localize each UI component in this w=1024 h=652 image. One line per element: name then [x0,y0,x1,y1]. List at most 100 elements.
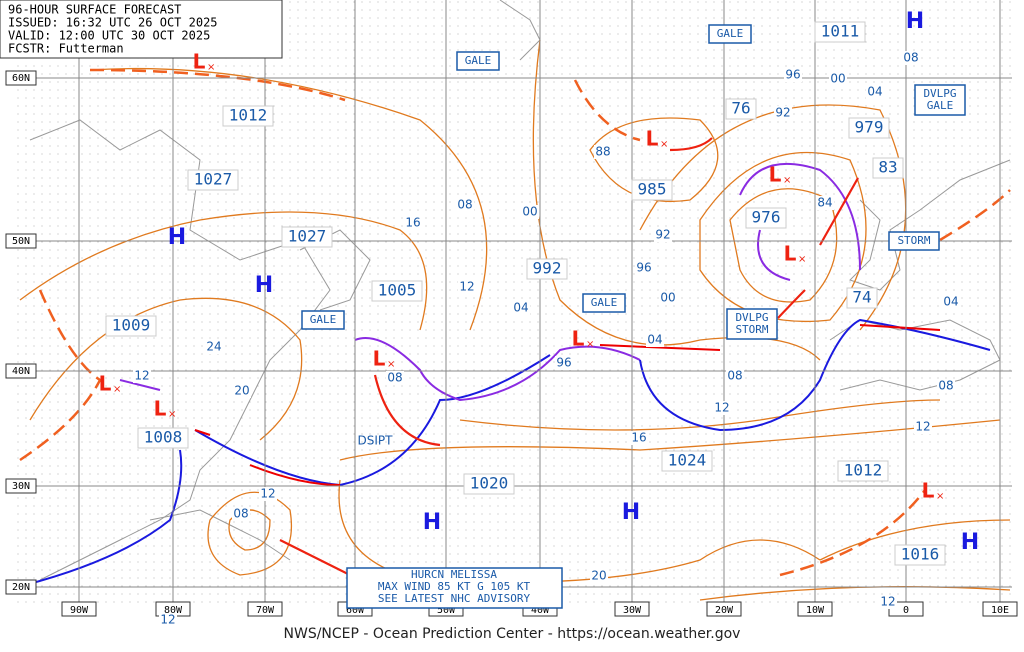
pressure-label: 1012 [229,106,268,125]
isobar-label-bg [233,384,251,398]
lon-label: 20W [715,605,734,616]
lat-label: 50N [12,236,30,247]
lon-label: 30W [623,605,642,616]
pressure-box [848,117,890,139]
pressure-label: 1011 [821,22,860,41]
isobar-label: 12 [134,369,149,383]
lon-label: 70W [256,605,275,616]
header-line: VALID: 12:00 UTC 30 OCT 2025 [8,29,210,43]
low-x: × [387,359,395,370]
isobar-label-bg [630,431,648,445]
isobar-label-bg [784,68,802,82]
hurricane-text: HURCN MELISSA [411,568,497,581]
pressure-box [661,450,713,472]
pressure-box [725,98,757,120]
pressure-label: 1027 [194,170,233,189]
lon-label: 0 [903,605,909,616]
lat-label-box [5,363,37,379]
pressure-label: 976 [752,208,781,227]
lat-label-box [5,233,37,249]
isobar-label: 92 [655,228,670,242]
lon-label: 90W [70,605,89,616]
high-center: H [906,9,924,34]
warning-text: GALE [717,27,744,40]
isobar-label: 16 [631,431,646,445]
lon-label: 10E [991,605,1009,616]
isobar-label: 16 [405,216,420,230]
isobar-label: 08 [233,507,248,521]
isobar-label-bg [816,196,834,210]
pressure-box [872,157,904,179]
isobar-label: 08 [457,198,472,212]
isobar-label-bg [654,228,672,242]
warning-box [582,293,626,313]
high-center: H [255,273,273,298]
isobar-label-bg [133,369,151,383]
pressure-label: 1008 [144,428,183,447]
warning-text: DVLPG [923,87,956,100]
low-x: × [113,384,121,395]
isobar-label: 08 [387,371,402,385]
isobar-label-bg [456,198,474,212]
isobar-label-bg [774,106,792,120]
pressure-label: 979 [855,118,884,137]
warning-box [726,308,778,340]
high-center: H [961,530,979,555]
lon-label: 80W [164,605,183,616]
lon-label-box [706,601,742,617]
isobar-label: 04 [943,295,958,309]
warning-text: STORM [897,234,930,247]
isobar-label: 24 [206,340,221,354]
pressure-label: 985 [638,180,667,199]
warning-box [708,24,752,44]
high-center: H [423,510,441,535]
isobar-label: 00 [660,291,675,305]
isobar-label-bg [590,569,608,583]
lon-label-box [982,601,1018,617]
isobar-label: 12 [714,401,729,415]
isobar-label: 96 [785,68,800,82]
warning-text: GALE [465,54,492,67]
isobar-label-bg [914,420,932,434]
lat-label-box [5,579,37,595]
low-x: × [207,62,215,73]
pressure-label: 74 [852,288,871,307]
isobar-label: 88 [595,145,610,159]
low-center: L [769,163,782,187]
isobar-label-bg [232,507,250,521]
header-box [0,0,283,59]
warning-text: STORM [735,323,768,336]
warning-box [456,51,500,71]
header-line: FCSTR: Futterman [8,42,124,56]
isobar-label: 08 [903,51,918,65]
isobar-label: 04 [513,301,528,315]
low-x: × [936,491,944,502]
isobar-label: 12 [459,280,474,294]
pressure-box [281,226,333,248]
isobar-label: 12 [160,613,175,627]
low-x: × [660,139,668,150]
warning-text: GALE [927,99,954,112]
pressure-box [137,427,189,449]
isobar-label-bg [829,72,847,86]
lon-label: 60W [346,605,365,616]
isobar-label-bg [259,487,277,501]
lon-label: 50W [437,605,456,616]
low-x: × [798,254,806,265]
pressure-label: 992 [533,259,562,278]
low-x: × [783,175,791,186]
pressure-label: 1024 [668,451,707,470]
pressure-box [631,179,673,201]
coastlines [29,0,1011,581]
lat-label: 60N [12,73,30,84]
isobar-label: 08 [727,369,742,383]
isobar-label-bg [386,371,404,385]
hurricane-box [346,567,563,609]
lon-label-box [797,601,833,617]
pressure-label: 76 [731,99,750,118]
isobar-label: 92 [775,106,790,120]
lat-label: 20N [12,582,30,593]
isobar-label: 12 [915,420,930,434]
isobar-label-bg [635,261,653,275]
low-center: L [99,372,112,396]
